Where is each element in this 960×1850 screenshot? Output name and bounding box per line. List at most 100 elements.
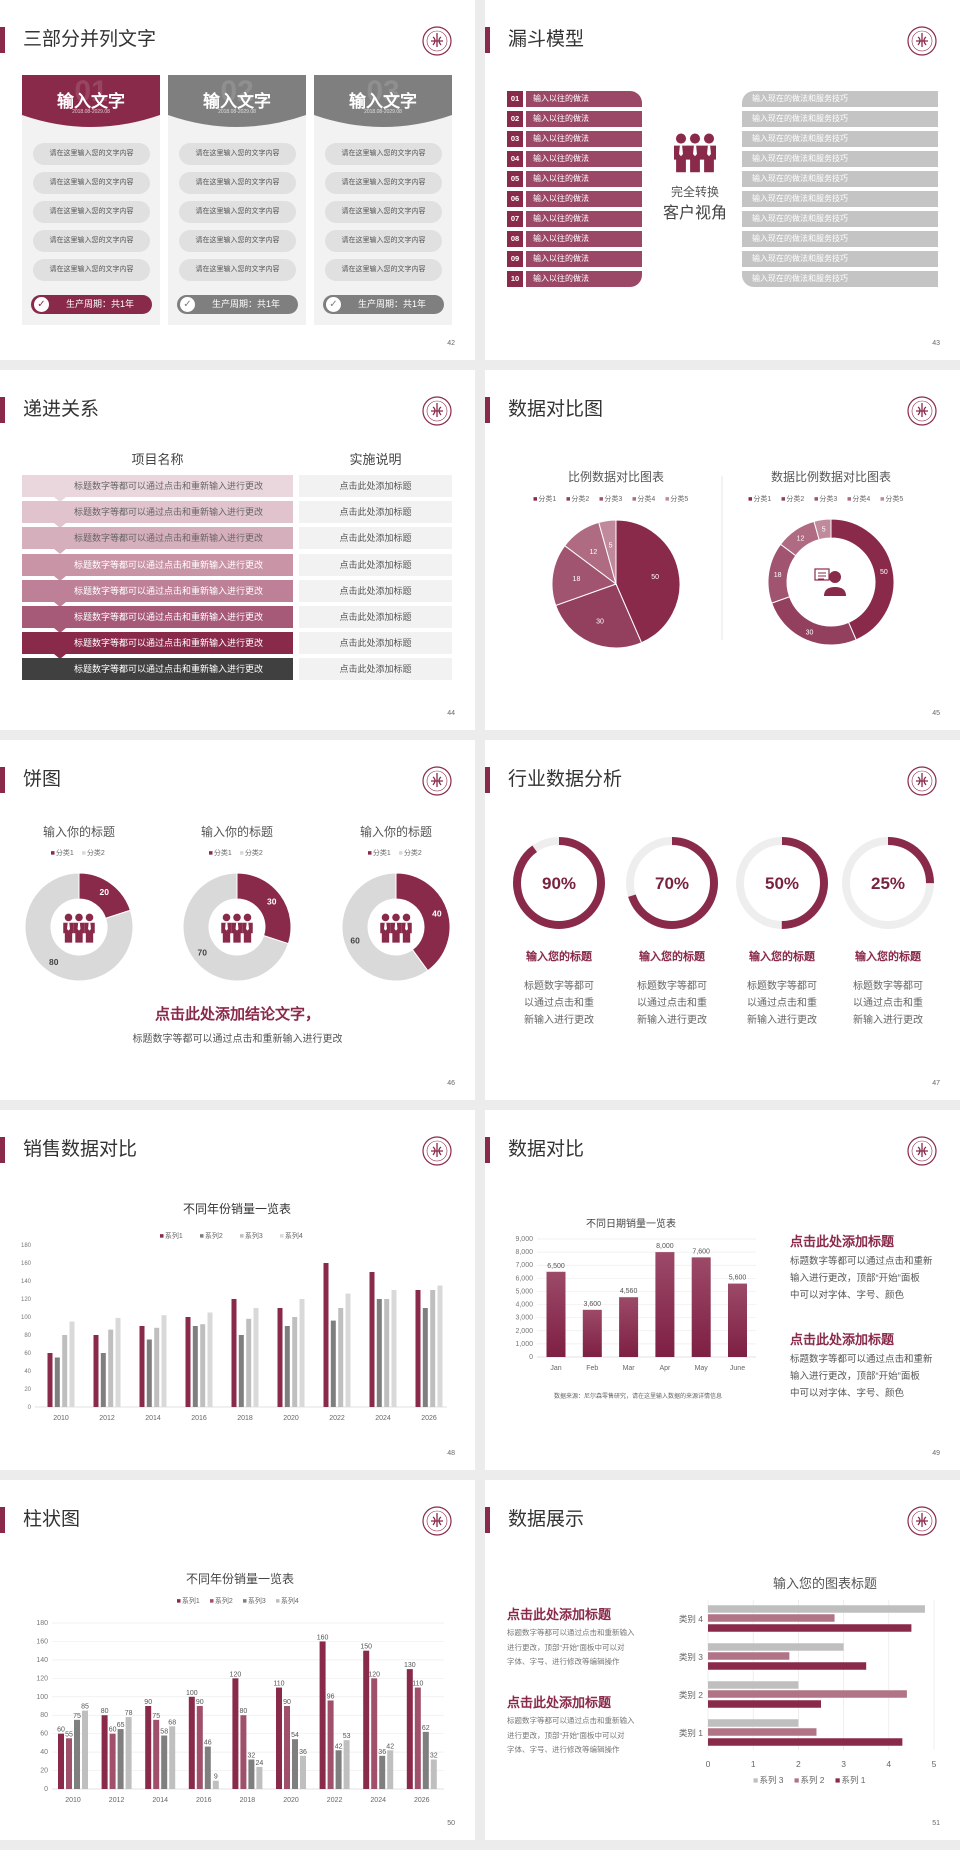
pie-slice[interactable] bbox=[551, 544, 618, 607]
bar[interactable] bbox=[546, 1271, 566, 1357]
bar[interactable] bbox=[253, 1308, 259, 1407]
bar[interactable] bbox=[299, 1299, 305, 1407]
bar[interactable] bbox=[343, 1740, 350, 1789]
bar[interactable] bbox=[300, 1755, 306, 1789]
progress-row-note[interactable]: 点击此处添加标题 bbox=[299, 475, 452, 497]
bar[interactable] bbox=[276, 1687, 282, 1789]
pie-slice[interactable] bbox=[615, 519, 681, 644]
old-practice-bar[interactable]: 输入以往的做法 bbox=[526, 171, 642, 187]
bar[interactable] bbox=[238, 1335, 244, 1407]
old-practice-bar[interactable]: 输入以往的做法 bbox=[526, 191, 642, 207]
new-practice-bar[interactable]: 输入现在的做法和服务技巧 bbox=[742, 251, 938, 267]
old-practice-bar[interactable]: 输入以往的做法 bbox=[526, 251, 642, 267]
bar[interactable] bbox=[708, 1681, 799, 1689]
old-practice-bar[interactable]: 输入以往的做法 bbox=[526, 151, 642, 167]
card-item[interactable]: 请在这里输入您的文字内容 bbox=[325, 143, 442, 165]
new-practice-bar[interactable]: 输入现在的做法和服务技巧 bbox=[742, 151, 938, 167]
bar[interactable] bbox=[117, 1729, 124, 1789]
bar[interactable] bbox=[363, 1650, 370, 1789]
progress-row-note[interactable]: 点击此处添加标题 bbox=[299, 606, 452, 628]
card-item[interactable]: 请在这里输入您的文字内容 bbox=[33, 172, 150, 194]
bar[interactable] bbox=[277, 1308, 283, 1407]
new-practice-bar[interactable]: 输入现在的做法和服务技巧 bbox=[742, 211, 938, 227]
progress-row-note[interactable]: 点击此处添加标题 bbox=[299, 632, 452, 654]
pie-slice[interactable] bbox=[813, 518, 832, 541]
bar[interactable] bbox=[108, 1329, 114, 1407]
bar[interactable] bbox=[256, 1766, 263, 1789]
bar[interactable] bbox=[708, 1690, 907, 1698]
bar[interactable] bbox=[115, 1317, 121, 1407]
bar[interactable] bbox=[153, 1719, 160, 1789]
bar[interactable] bbox=[437, 1285, 443, 1408]
progress-row-note[interactable]: 点击此处添加标题 bbox=[299, 527, 452, 549]
bar[interactable] bbox=[204, 1746, 211, 1789]
pie-slice[interactable] bbox=[182, 872, 289, 982]
bar[interactable] bbox=[154, 1327, 160, 1407]
bar[interactable] bbox=[246, 1318, 252, 1407]
bar[interactable] bbox=[231, 1299, 237, 1407]
progress-row-item[interactable]: 标题数字等都可以通过点击和重新输入进行更改 bbox=[22, 554, 293, 576]
bar[interactable] bbox=[708, 1700, 821, 1708]
bar[interactable] bbox=[74, 1719, 80, 1789]
new-practice-bar[interactable]: 输入现在的做法和服务技巧 bbox=[742, 271, 938, 287]
bar[interactable] bbox=[430, 1759, 437, 1789]
bar[interactable] bbox=[146, 1339, 152, 1408]
bar[interactable] bbox=[728, 1283, 747, 1357]
bar[interactable] bbox=[161, 1735, 168, 1789]
card-item[interactable]: 请在这里输入您的文字内容 bbox=[179, 172, 296, 194]
card-item[interactable]: 请在这里输入您的文字内容 bbox=[325, 230, 442, 252]
bar[interactable] bbox=[582, 1309, 602, 1357]
card-item[interactable]: 请在这里输入您的文字内容 bbox=[179, 143, 296, 165]
bar[interactable] bbox=[384, 1299, 390, 1407]
bar[interactable] bbox=[708, 1652, 790, 1660]
bar[interactable] bbox=[212, 1780, 219, 1789]
bar[interactable] bbox=[414, 1687, 421, 1789]
bar[interactable] bbox=[58, 1733, 64, 1789]
progress-row-item[interactable]: 标题数字等都可以通过点击和重新输入进行更改 bbox=[22, 658, 293, 680]
progress-row-item[interactable]: 标题数字等都可以通过点击和重新输入进行更改 bbox=[22, 606, 293, 628]
progress-row-item[interactable]: 标题数字等都可以通过点击和重新输入进行更改 bbox=[22, 632, 293, 654]
pie-slice[interactable] bbox=[395, 872, 451, 972]
old-practice-bar[interactable]: 输入以往的做法 bbox=[526, 91, 642, 107]
bar[interactable] bbox=[708, 1605, 925, 1613]
bar[interactable] bbox=[323, 1263, 329, 1407]
bar[interactable] bbox=[69, 1321, 75, 1408]
bar[interactable] bbox=[101, 1715, 108, 1789]
new-practice-bar[interactable]: 输入现在的做法和服务技巧 bbox=[742, 91, 938, 107]
bar[interactable] bbox=[54, 1357, 60, 1408]
bar[interactable] bbox=[655, 1252, 675, 1357]
bar[interactable] bbox=[62, 1335, 68, 1407]
pie-slice[interactable] bbox=[830, 518, 895, 641]
bar[interactable] bbox=[232, 1678, 239, 1789]
card-item[interactable]: 请在这里输入您的文字内容 bbox=[179, 259, 296, 281]
bar[interactable] bbox=[430, 1290, 436, 1407]
progress-row-note[interactable]: 点击此处添加标题 bbox=[299, 554, 452, 576]
pie-slice[interactable] bbox=[770, 596, 857, 646]
bar[interactable] bbox=[371, 1678, 378, 1789]
pie-slice[interactable] bbox=[24, 872, 134, 982]
bar[interactable] bbox=[708, 1614, 835, 1622]
bar[interactable] bbox=[422, 1731, 429, 1789]
old-practice-bar[interactable]: 输入以往的做法 bbox=[526, 271, 642, 287]
bar[interactable] bbox=[93, 1335, 99, 1407]
bar[interactable] bbox=[169, 1726, 176, 1789]
progress-row-note[interactable]: 点击此处添加标题 bbox=[299, 501, 452, 523]
bar[interactable] bbox=[188, 1696, 195, 1789]
bar[interactable] bbox=[406, 1669, 413, 1789]
new-practice-bar[interactable]: 输入现在的做法和服务技巧 bbox=[742, 231, 938, 247]
card-item[interactable]: 请在这里输入您的文字内容 bbox=[325, 201, 442, 223]
pie-slice[interactable] bbox=[236, 872, 292, 945]
bar[interactable] bbox=[708, 1643, 844, 1651]
card-footer-pill[interactable]: ✓ 生产周期：共1年 bbox=[177, 295, 298, 314]
bar[interactable] bbox=[345, 1293, 351, 1407]
bar[interactable] bbox=[422, 1308, 428, 1407]
bar[interactable] bbox=[284, 1706, 290, 1789]
card-item[interactable]: 请在这里输入您的文字内容 bbox=[33, 201, 150, 223]
bar[interactable] bbox=[415, 1290, 421, 1407]
new-practice-bar[interactable]: 输入现在的做法和服务技巧 bbox=[742, 111, 938, 127]
bar[interactable] bbox=[161, 1315, 167, 1407]
bar[interactable] bbox=[369, 1272, 375, 1407]
new-practice-bar[interactable]: 输入现在的做法和服务技巧 bbox=[742, 191, 938, 207]
new-practice-bar[interactable]: 输入现在的做法和服务技巧 bbox=[742, 171, 938, 187]
bar[interactable] bbox=[196, 1706, 203, 1789]
